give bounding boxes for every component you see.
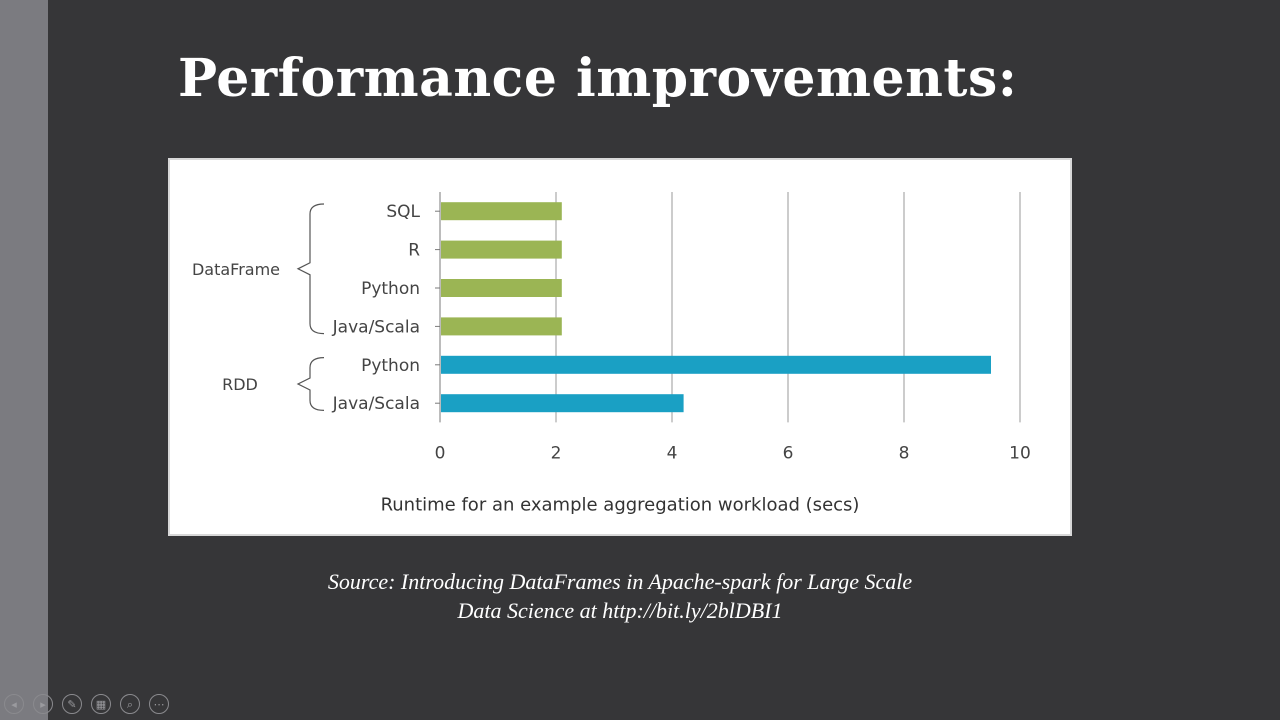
category-label: Python [361, 356, 420, 376]
zoom-icon[interactable]: ⌕ [120, 694, 140, 714]
source-line-1: Source: Introducing DataFrames in Apache… [327, 569, 913, 594]
category-label: Python [361, 279, 420, 299]
x-tick-label: 2 [551, 443, 562, 463]
x-tick-label: 10 [1009, 443, 1031, 463]
bar [441, 355, 991, 374]
bar [441, 317, 562, 336]
category-label: R [408, 241, 420, 261]
category-label: Java/Scala [332, 394, 420, 414]
slides-grid-icon[interactable]: ▦ [91, 694, 111, 714]
previous-slide-icon[interactable]: ◂ [4, 694, 24, 714]
source-caption: Source: Introducing DataFrames in Apache… [300, 567, 940, 625]
presentation-controls: ◂ ▸ ✎ ▦ ⌕ ⋯ [4, 693, 169, 715]
category-label: Java/Scala [332, 317, 420, 337]
next-slide-icon[interactable]: ▸ [33, 694, 53, 714]
bar [441, 279, 562, 297]
group-label: RDD [222, 375, 258, 394]
x-tick-label: 8 [899, 443, 910, 463]
bar [441, 202, 562, 221]
category-label: SQL [386, 202, 420, 222]
chart-frame: 0 2 4 6 8 10 SQL R Python Java/Scala DataFrame Pyth… [168, 158, 1072, 536]
x-tick-label: 4 [667, 443, 678, 463]
group-label: DataFrame [192, 260, 280, 279]
runtime-bar-chart: 0 2 4 6 8 10 SQL R Python Java/Scala DataFrame Pyth… [192, 192, 1031, 515]
source-line-2: Data Science at http://bit.ly/2blDBI1 [457, 598, 783, 623]
slide-title: Performance improvements: [178, 48, 1018, 109]
group-brace [296, 357, 325, 411]
bar [441, 394, 684, 413]
x-tick-label: 6 [783, 443, 794, 463]
x-axis-label: Runtime for an example aggregation workl… [381, 494, 860, 515]
left-panel-strip [0, 0, 48, 720]
more-options-icon[interactable]: ⋯ [149, 694, 169, 714]
pen-icon[interactable]: ✎ [62, 694, 82, 714]
bar [441, 240, 562, 259]
group-brace [296, 203, 325, 335]
x-tick-label: 0 [435, 443, 446, 463]
